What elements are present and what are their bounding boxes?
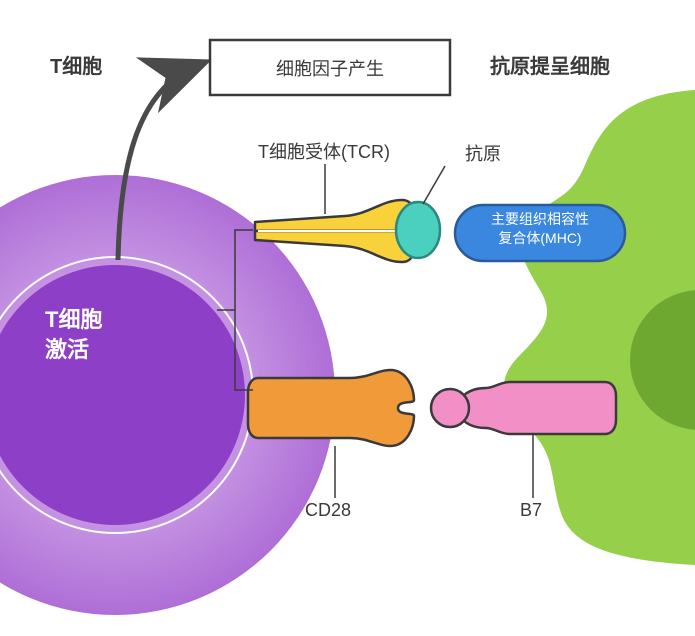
mhc-label: 主要组织相容性 复合体(MHC) xyxy=(460,210,620,248)
diagram-svg xyxy=(0,0,695,636)
cd28-receptor xyxy=(248,370,414,446)
tcell-activation-label: T细胞 激活 xyxy=(45,305,102,364)
t-cell-title: T细胞 xyxy=(50,50,102,79)
mhc-line1: 主要组织相容性 xyxy=(460,210,620,229)
diagram-stage: T细胞 抗原提呈细胞 细胞因子产生 T细胞 激活 T细胞受体(TCR) 抗原 主… xyxy=(0,0,695,636)
tcr-label: T细胞受体(TCR) xyxy=(258,138,390,164)
cytokine-label: 细胞因子产生 xyxy=(210,40,450,95)
tcell-activation-line1: T细胞 xyxy=(45,305,102,335)
antigen-label: 抗原 xyxy=(465,140,501,166)
antigen-callout-line xyxy=(423,166,445,204)
cd28-label: CD28 xyxy=(305,500,351,521)
b7-receptor xyxy=(458,382,616,434)
b7-knob xyxy=(431,389,469,427)
apc-title: 抗原提呈细胞 xyxy=(490,50,610,79)
antigen-icon xyxy=(396,202,440,258)
b7-label: B7 xyxy=(520,500,542,521)
mhc-line2: 复合体(MHC) xyxy=(460,229,620,248)
tcell-activation-line2: 激活 xyxy=(45,335,102,365)
